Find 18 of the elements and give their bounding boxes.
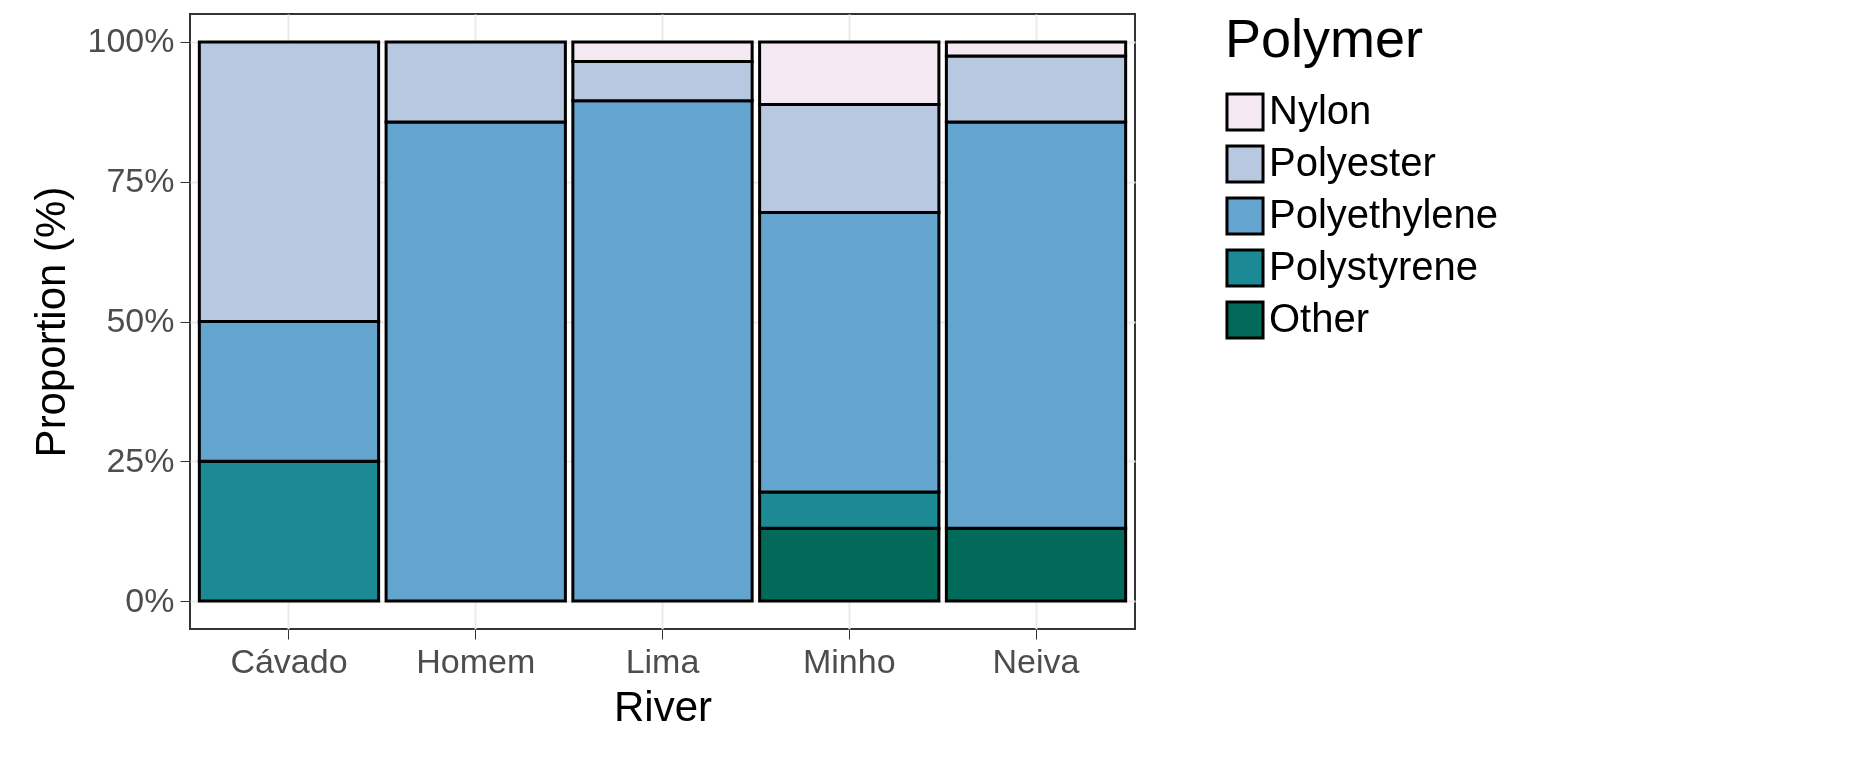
- x-tick-label: Neiva: [992, 641, 1080, 680]
- y-axis-title: Proportion (%): [26, 186, 74, 458]
- legend-label: Polystyrene: [1269, 244, 1478, 288]
- legend-label: Polyethylene: [1269, 192, 1499, 236]
- legend-label: Polyester: [1269, 140, 1436, 184]
- y-tick-label: 100%: [87, 21, 175, 60]
- x-tick-label: Cávado: [230, 641, 348, 680]
- legend-title: Polymer: [1225, 8, 1424, 68]
- legend-label: Nylon: [1269, 88, 1372, 132]
- y-tick-label: 50%: [106, 301, 175, 339]
- y-tick-label: 25%: [106, 440, 175, 479]
- x-tick-label: Minho: [802, 641, 896, 680]
- legend-label: Other: [1269, 296, 1370, 340]
- y-tick-label: 0%: [125, 580, 175, 619]
- x-tick-label: Lima: [625, 641, 700, 680]
- x-axis-title: River: [613, 682, 713, 730]
- y-tick-label: 75%: [106, 161, 175, 200]
- x-tick-label: Homem: [416, 641, 536, 680]
